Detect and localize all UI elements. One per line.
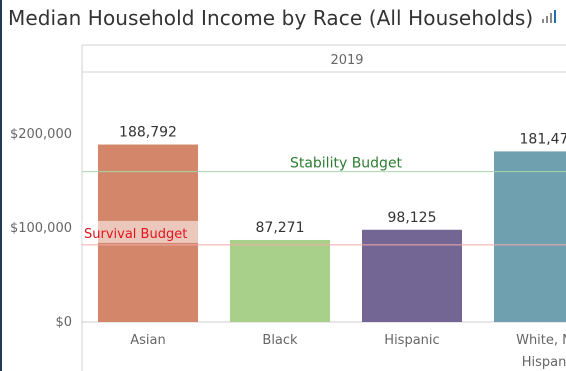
column-header-label: 2019 [330, 53, 363, 68]
y-tick-label: $0 [55, 315, 72, 330]
bar-value-label: 188,792 [119, 125, 177, 141]
bar-value-label: 87,271 [256, 220, 305, 236]
left-border [0, 0, 2, 371]
bar-value-label: 98,125 [388, 210, 437, 226]
bar [494, 151, 566, 322]
x-tick-label: Asian [130, 333, 165, 348]
view-data-icon[interactable] [541, 10, 559, 24]
x-tick-label: Hispanic [384, 333, 439, 348]
chart-title: Median Household Income by Race (All Hou… [8, 6, 534, 30]
x-tick-label: Hispan [522, 355, 566, 370]
bar [362, 229, 462, 322]
survival-budget-label-bg [82, 220, 198, 243]
x-tick-label: Black [262, 333, 298, 348]
stability-budget-label: Stability Budget [290, 156, 403, 172]
bar [230, 239, 330, 322]
bar-value-label: 181,47 [520, 131, 566, 147]
survival-budget-label: Survival Budget [84, 227, 187, 242]
x-tick-label: White, N [516, 333, 566, 348]
y-tick-label: $200,000 [10, 127, 72, 142]
y-tick-label: $100,000 [10, 221, 72, 236]
